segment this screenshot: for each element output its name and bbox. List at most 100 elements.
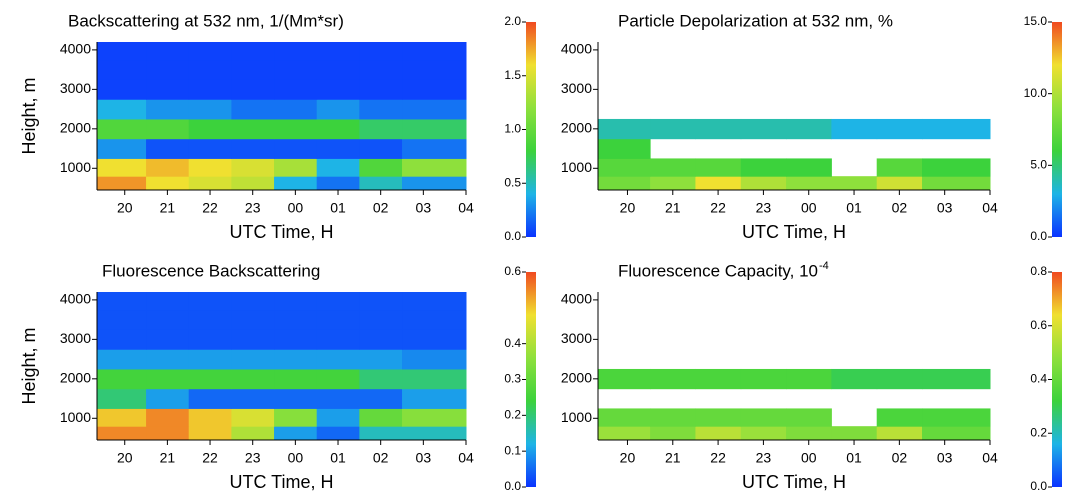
x-tick-label: 00 [801,450,817,466]
heatmap-cell [146,309,190,330]
heatmap-cell [146,426,190,441]
colorbar-tick-label: 15.0 [1024,14,1048,28]
y-tick-label: 4000 [60,291,91,307]
heatmap-cell [786,158,832,177]
heatmap-cell [146,79,190,100]
heatmap-cell [359,426,403,441]
x-axis-label: UTC Time, H [742,222,846,242]
heatmap-cell [274,99,318,120]
colorbar-tick-label: 0.2 [1030,425,1047,439]
heatmap-cell [402,42,467,61]
heatmap-cell [188,118,232,140]
heatmap-cell [316,426,360,441]
heatmap-cell [316,59,360,80]
heatmap-cell [146,158,190,177]
heatmap-cell [188,99,232,120]
heatmap-cell [231,349,275,370]
heatmap-cell [598,426,651,441]
heatmap-cell [188,309,232,330]
colorbar-tick-label: 5.0 [1030,158,1047,172]
heatmap-cell [231,292,275,311]
heatmap-cell [695,118,742,140]
heatmap-cell [97,426,147,441]
heatmap-cell [359,292,403,311]
colorbar-tick-label: 10.0 [1024,86,1048,100]
x-axis-label: UTC Time, H [229,222,333,242]
heatmap-cell [188,426,232,441]
heatmap-cell [231,176,275,191]
heatmap-cell [598,138,651,159]
heatmap-cell [97,368,147,390]
colorbar-tick-label: 0.6 [504,264,521,278]
colorbar-tick-label: 0.2 [504,408,521,422]
panel-title: Fluorescence Capacity, 10 [618,261,818,280]
heatmap-cell [359,59,403,80]
heatmap-cell [146,329,190,350]
heatmap-cell [650,158,696,177]
x-tick-label: 03 [416,450,432,466]
x-tick-label: 23 [756,450,772,466]
heatmap-cell [922,176,991,191]
heatmap-cell [274,158,318,177]
heatmap-cell [402,349,467,370]
panel-title: Backscattering at 532 nm, 1/(Mm*sr) [68,11,344,30]
x-tick-label: 02 [892,200,908,216]
y-tick-label: 1000 [60,409,91,425]
x-tick-label: 01 [330,450,346,466]
heatmap-cell [231,138,275,159]
heatmap-cell [316,42,360,61]
y-tick-label: 3000 [561,80,592,96]
heatmap-cell [402,368,467,390]
heatmap-cell [359,408,403,427]
heatmap-cell [231,368,275,390]
heatmap-cell [922,426,991,441]
heatmap-cell [274,349,318,370]
x-tick-label: 03 [937,200,953,216]
heatmap-cell [188,176,232,191]
heatmap-cell [97,329,147,350]
panel-title: Fluorescence Backscattering [102,261,320,280]
x-tick-label: 20 [620,450,636,466]
heatmap-cell [231,388,275,409]
heatmap-cell [650,368,696,390]
heatmap-cell [695,408,742,427]
heatmap-cell [316,309,360,330]
heatmap-cell [231,158,275,177]
heatmap-cell [695,158,742,177]
heatmap-cell [359,388,403,409]
colorbar-tick-label: 0.8 [1030,264,1047,278]
x-tick-label: 04 [982,450,998,466]
x-tick-label: 20 [620,200,636,216]
heatmap-cell [274,42,318,61]
heatmap-cell [97,138,147,159]
x-tick-label: 21 [160,450,176,466]
heatmap-cell [231,59,275,80]
heatmap-cell [188,59,232,80]
heatmap-cell [402,329,467,350]
heatmap-cell [402,408,467,427]
heatmap-cell [359,99,403,120]
x-tick-label: 20 [117,450,133,466]
x-tick-label: 03 [416,200,432,216]
heatmap-cell [316,349,360,370]
heatmap-cell [316,176,360,191]
y-tick-label: 1000 [561,159,592,175]
heatmap-cell [188,368,232,390]
y-tick-label: 1000 [60,159,91,175]
y-tick-label: 2000 [561,120,592,136]
heatmap-cell [402,292,467,311]
heatmap-cell [146,59,190,80]
heatmap-cell [274,426,318,441]
heatmap-cell [231,408,275,427]
heatmap-cell [740,426,787,441]
heatmap-cell [598,158,651,177]
x-tick-label: 23 [245,200,261,216]
colorbar [526,272,536,487]
heatmap-cell [274,368,318,390]
x-axis-label: UTC Time, H [229,472,333,492]
heatmap-cell [402,118,467,140]
colorbar-tick-label: 0.4 [504,336,521,350]
heatmap-cell [188,408,232,427]
heatmap-cell [650,408,696,427]
heatmap-cell [922,408,991,427]
